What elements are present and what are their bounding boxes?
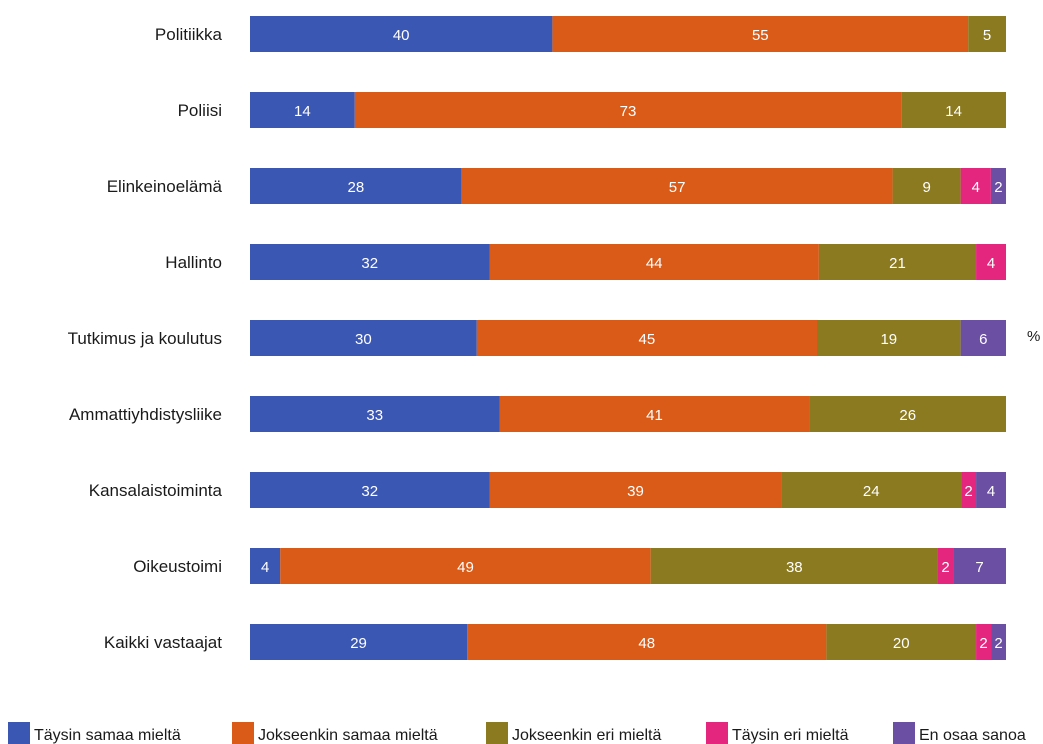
data-label: 4 bbox=[987, 255, 995, 272]
data-label: 9 bbox=[922, 179, 930, 196]
legend-swatch bbox=[8, 722, 30, 744]
data-label: 2 bbox=[994, 635, 1002, 652]
category-label: Kaikki vastaajat bbox=[104, 633, 222, 652]
bar-segment bbox=[968, 16, 1006, 52]
category-label: Oikeustoimi bbox=[133, 557, 222, 576]
bar-segment bbox=[250, 320, 477, 356]
category-label: Politiikka bbox=[155, 25, 223, 44]
legend-swatch bbox=[893, 722, 915, 744]
bar-segment bbox=[499, 396, 810, 432]
bar-segment bbox=[250, 244, 490, 280]
bar-segment bbox=[990, 168, 1006, 204]
data-label: 30 bbox=[355, 331, 372, 348]
bar-segment bbox=[961, 472, 977, 508]
bar-segment bbox=[781, 472, 962, 508]
category-label: Poliisi bbox=[178, 101, 222, 120]
bar-segment bbox=[976, 244, 1006, 280]
data-label: 4 bbox=[261, 559, 269, 576]
bar-segment bbox=[489, 472, 782, 508]
data-label: 44 bbox=[646, 255, 663, 272]
data-label: 20 bbox=[893, 635, 910, 652]
bar-segment bbox=[250, 624, 468, 660]
bar-segment bbox=[250, 548, 281, 584]
data-label: 2 bbox=[941, 559, 949, 576]
unit-label: % bbox=[1027, 328, 1040, 345]
data-label: 40 bbox=[393, 27, 410, 44]
category-label: Elinkeinoelämä bbox=[107, 177, 223, 196]
data-label: 24 bbox=[863, 483, 880, 500]
bar-segment bbox=[650, 548, 938, 584]
bar-segment bbox=[354, 92, 902, 128]
legend: Täysin samaa mieltä Jokseenkin samaa miel… bbox=[8, 722, 1026, 744]
bar-segment bbox=[809, 396, 1006, 432]
legend-label: Täysin samaa mieltä bbox=[34, 727, 181, 744]
bar-segment bbox=[901, 92, 1006, 128]
data-label: 4 bbox=[972, 179, 980, 196]
data-label: 41 bbox=[646, 407, 663, 424]
bar-segment bbox=[489, 244, 819, 280]
category-labels: Politiikka Poliisi Elinkeinoelämä Hallinto T… bbox=[68, 25, 223, 652]
data-label: 5 bbox=[983, 27, 991, 44]
bar-segment bbox=[991, 624, 1006, 660]
data-label: 73 bbox=[620, 103, 637, 120]
bar-segment bbox=[817, 320, 961, 356]
data-label: 6 bbox=[979, 331, 987, 348]
data-label: 2 bbox=[964, 483, 972, 500]
bar-segment bbox=[818, 244, 977, 280]
data-label: 55 bbox=[752, 27, 769, 44]
category-label: Tutkimus ja koulutus bbox=[68, 329, 222, 348]
data-label: 19 bbox=[880, 331, 897, 348]
data-label: 7 bbox=[975, 559, 983, 576]
bar-segment bbox=[937, 548, 954, 584]
category-label: Kansalaistoiminta bbox=[89, 481, 223, 500]
bar-segment bbox=[976, 472, 1006, 508]
legend-label: Jokseenkin samaa mieltä bbox=[258, 727, 438, 744]
bar-segment bbox=[250, 472, 490, 508]
data-label: 29 bbox=[350, 635, 367, 652]
bar-segment bbox=[552, 16, 969, 52]
bar-segment bbox=[892, 168, 961, 204]
data-label: 14 bbox=[294, 103, 311, 120]
data-label: 28 bbox=[347, 179, 364, 196]
bar-segment bbox=[461, 168, 893, 204]
data-label: 48 bbox=[638, 635, 655, 652]
bar-segment bbox=[467, 624, 827, 660]
data-label: 33 bbox=[366, 407, 383, 424]
legend-label: Jokseenkin eri mieltä bbox=[512, 727, 662, 744]
bar-segment bbox=[250, 396, 500, 432]
bar-segment bbox=[976, 624, 992, 660]
data-label: 21 bbox=[889, 255, 906, 272]
bar-segment bbox=[953, 548, 1006, 584]
legend-label: Täysin eri mieltä bbox=[732, 727, 849, 744]
bar-segment bbox=[250, 168, 462, 204]
legend-swatch bbox=[706, 722, 728, 744]
category-label: Ammattiyhdistysliike bbox=[69, 405, 222, 424]
bar-segment bbox=[250, 92, 355, 128]
data-label: 14 bbox=[945, 103, 962, 120]
data-label: 32 bbox=[361, 483, 378, 500]
bar-segment bbox=[476, 320, 817, 356]
bar-segment bbox=[826, 624, 977, 660]
data-label: 4 bbox=[987, 483, 995, 500]
data-label: 2 bbox=[979, 635, 987, 652]
data-label: 38 bbox=[786, 559, 803, 576]
legend-swatch bbox=[486, 722, 508, 744]
legend-label: En osaa sanoa bbox=[919, 727, 1026, 744]
data-label: 45 bbox=[639, 331, 656, 348]
bar-segment bbox=[960, 320, 1006, 356]
data-label: 2 bbox=[994, 179, 1002, 196]
data-label: 57 bbox=[669, 179, 686, 196]
bar-segment bbox=[250, 16, 553, 52]
data-label: 49 bbox=[457, 559, 474, 576]
bar-segment bbox=[960, 168, 991, 204]
data-label: 39 bbox=[627, 483, 644, 500]
data-label: 32 bbox=[361, 255, 378, 272]
category-label: Hallinto bbox=[165, 253, 222, 272]
bar-segment bbox=[280, 548, 651, 584]
data-label: 26 bbox=[899, 407, 916, 424]
legend-swatch bbox=[232, 722, 254, 744]
